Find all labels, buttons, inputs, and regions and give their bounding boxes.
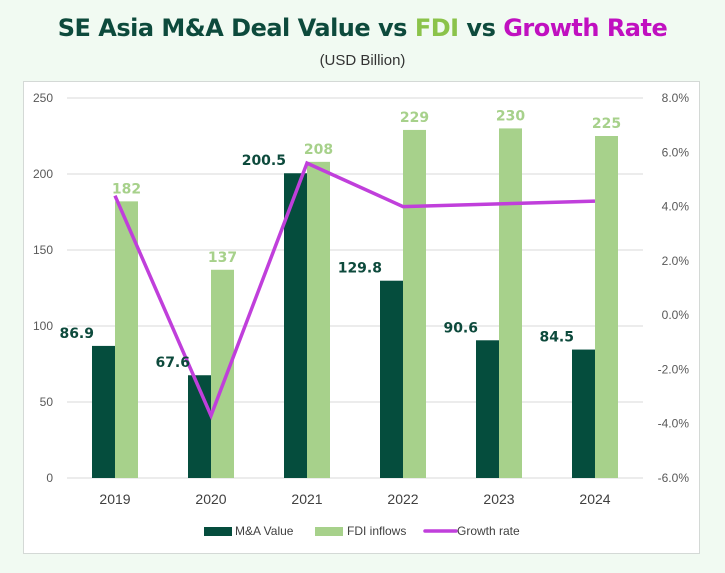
x-tick-label: 2020 [195,491,226,507]
y2-tick-label: -4.0% [658,417,690,431]
data-label-ma: 84.5 [539,330,574,346]
bar-fdi-inflows [115,201,138,479]
x-tick-label: 2022 [387,491,418,507]
gridlines [67,97,643,479]
bars [92,128,618,479]
bar-ma-value [380,280,403,478]
y2-tick-label: 4.0% [662,200,690,214]
title-part-growth: Growth Rate [503,14,668,42]
y-tick-label: 150 [33,243,53,257]
title-part-fdi: FDI [414,14,459,42]
y2-tick-label: 0.0% [662,308,690,322]
axis-ticks: 0 50 100 150 200 250 -6.0% -4.0% -2.0% 0.0% 2.0% 4.… [33,91,689,507]
title-part-vs: vs [458,14,504,42]
data-label-fdi: 137 [208,250,237,266]
y2-tick-label: -2.0% [658,362,690,376]
chart-subtitle: (USD Billion) [319,52,406,69]
y2-tick-label: 2.0% [662,254,690,268]
legend: M&A Value FDI inflows Growth rate [204,524,520,538]
bar-fdi-inflows [595,136,618,478]
bar-ma-value [284,173,307,479]
y2-tick-label: 6.0% [662,145,690,159]
legend-swatch-fdi [315,527,343,536]
bar-fdi-inflows [307,161,330,478]
data-label-fdi: 182 [112,181,141,197]
bar-ma-value [572,349,595,478]
y2-tick-label: 8.0% [662,91,690,105]
data-label-fdi: 230 [496,108,525,124]
data-label-ma: 129.8 [338,261,382,277]
data-label-ma: 86.9 [59,326,94,342]
bar-ma-value [92,345,115,478]
bar-ma-value [476,340,499,478]
data-label-fdi: 229 [400,110,429,126]
legend-label-ma: M&A Value [235,524,294,538]
data-label-ma: 67.6 [155,355,190,371]
x-tick-label: 2021 [291,491,322,507]
data-label-fdi: 225 [592,116,621,132]
data-label-ma: 90.6 [443,320,478,336]
x-tick-label: 2024 [579,491,610,507]
growth-rate-line [113,160,596,421]
y-tick-label: 200 [33,167,53,181]
chart-title: SE Asia M&A Deal Value vs FDI vs Growth … [0,14,725,42]
legend-label-growth: Growth rate [457,524,520,538]
data-label-fdi: 208 [304,142,333,158]
growth-line [113,160,596,421]
y2-tick-label: -6.0% [658,471,690,485]
bar-fdi-inflows [499,128,522,478]
x-tick-label: 2019 [99,491,130,507]
data-labels: 86.9 182 67.6 137 200.5 208 129.8 229 90.6 230 84.… [59,108,621,371]
y-tick-label: 50 [40,395,54,409]
bar-fdi-inflows [403,129,426,479]
title-part-ma: SE Asia M&A Deal Value vs [57,14,415,42]
x-tick-label: 2023 [483,491,514,507]
bar-fdi-inflows [211,269,234,478]
legend-label-fdi: FDI inflows [347,524,406,538]
y-tick-label: 0 [46,471,53,485]
data-label-ma: 200.5 [242,153,286,169]
y-tick-label: 100 [33,319,53,333]
y-tick-label: 250 [33,91,53,105]
legend-swatch-ma [204,527,232,536]
